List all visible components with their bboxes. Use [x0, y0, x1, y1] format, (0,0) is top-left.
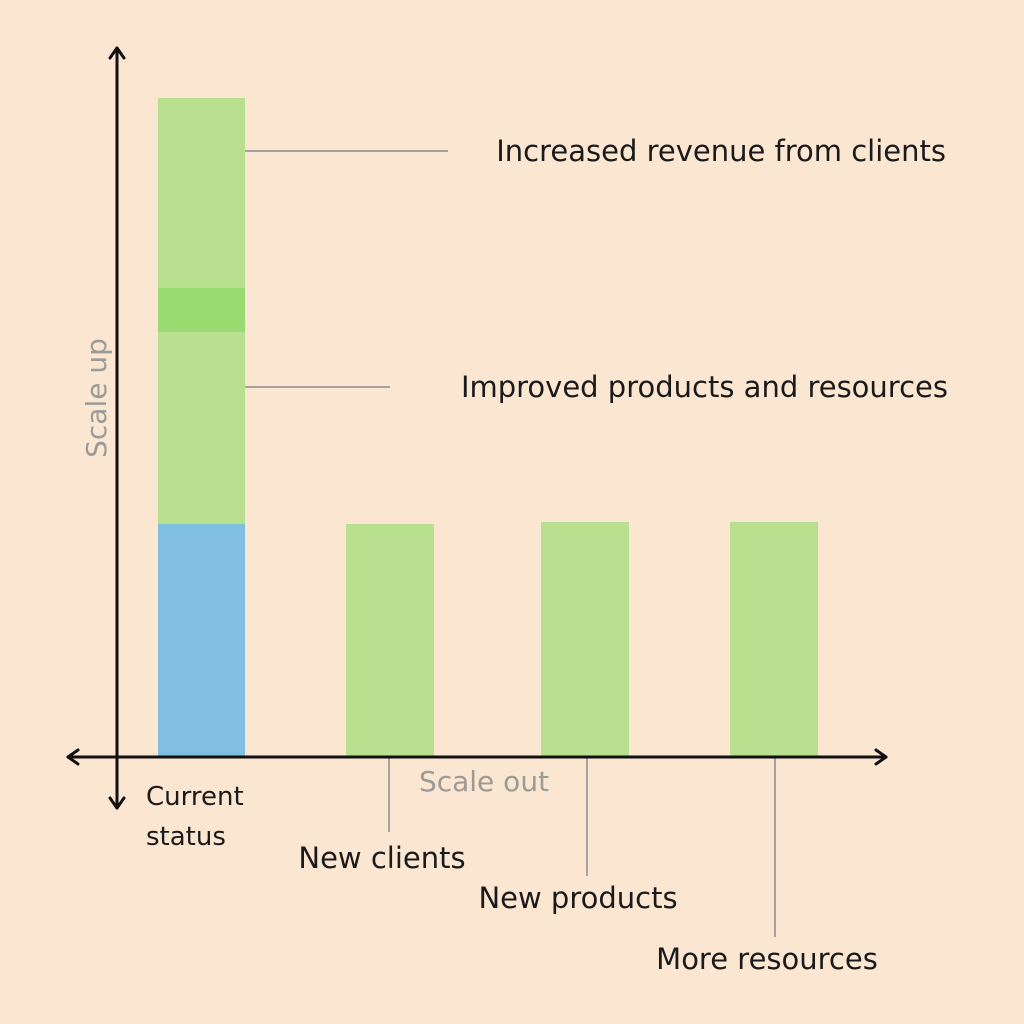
- label-more-resources: More resources: [656, 942, 878, 976]
- label-new-clients: New clients: [298, 841, 465, 875]
- new-clients-bar: [346, 524, 434, 757]
- y-axis: [108, 46, 126, 810]
- x-axis-label: Scale out: [419, 765, 549, 798]
- label-current-status-line1: Current: [146, 782, 244, 812]
- new-products-bar: [541, 522, 629, 757]
- y-axis-arrow-bottom: [108, 796, 126, 810]
- y-axis-arrow-top: [108, 46, 126, 60]
- more-resources-bar: [730, 522, 818, 757]
- bar-segment-current: [158, 524, 245, 757]
- callout-increased-revenue: Increased revenue from clients: [496, 134, 946, 168]
- label-new-products: New products: [478, 881, 677, 915]
- bar-segment-overlap: [158, 288, 245, 332]
- current-status-bar: [158, 98, 245, 757]
- x-axis-arrow-right: [874, 748, 888, 766]
- x-axis: [66, 748, 888, 766]
- y-axis-label: Scale up: [80, 338, 113, 458]
- bar-segment-improved-products: [158, 332, 245, 524]
- bar-segment-increased-revenue: [158, 98, 245, 288]
- callout-improved-products: Improved products and resources: [461, 370, 948, 404]
- label-current-status-line2: status: [146, 822, 226, 852]
- x-axis-arrow-left: [66, 748, 80, 766]
